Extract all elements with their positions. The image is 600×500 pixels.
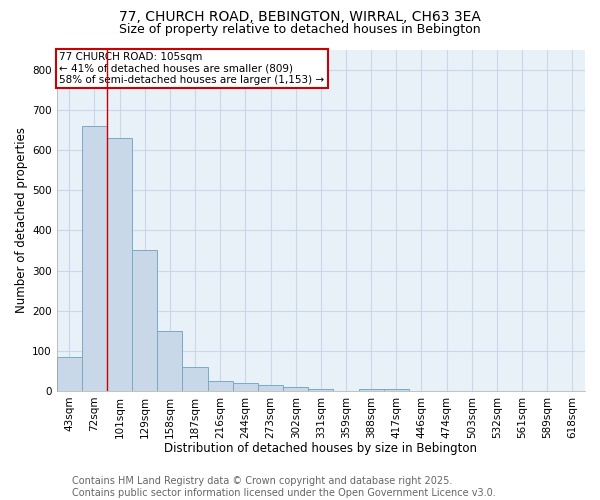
Bar — [208, 381, 233, 391]
Bar — [283, 387, 308, 391]
Bar — [182, 367, 208, 391]
Bar — [233, 383, 258, 391]
Bar — [384, 389, 409, 391]
X-axis label: Distribution of detached houses by size in Bebington: Distribution of detached houses by size … — [164, 442, 478, 455]
Bar — [132, 250, 157, 391]
Text: 77 CHURCH ROAD: 105sqm
← 41% of detached houses are smaller (809)
58% of semi-de: 77 CHURCH ROAD: 105sqm ← 41% of detached… — [59, 52, 325, 85]
Text: Contains HM Land Registry data © Crown copyright and database right 2025.
Contai: Contains HM Land Registry data © Crown c… — [72, 476, 496, 498]
Y-axis label: Number of detached properties: Number of detached properties — [15, 128, 28, 314]
Bar — [107, 138, 132, 391]
Bar — [308, 389, 334, 391]
Text: Size of property relative to detached houses in Bebington: Size of property relative to detached ho… — [119, 22, 481, 36]
Bar — [56, 357, 82, 391]
Text: 77, CHURCH ROAD, BEBINGTON, WIRRAL, CH63 3EA: 77, CHURCH ROAD, BEBINGTON, WIRRAL, CH63… — [119, 10, 481, 24]
Bar — [157, 330, 182, 391]
Bar — [82, 126, 107, 391]
Bar — [258, 385, 283, 391]
Bar — [359, 389, 384, 391]
